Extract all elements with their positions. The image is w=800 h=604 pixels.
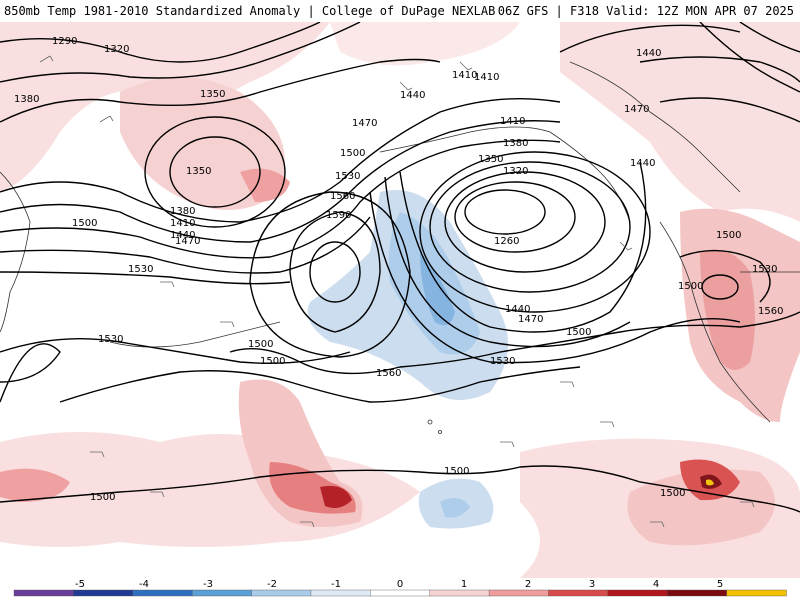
- colorbar-segment: [429, 589, 490, 597]
- contour-label: 1470: [518, 314, 543, 325]
- contour-label: 1440: [170, 230, 195, 241]
- source-name: College of DuPage NEXLAB: [321, 4, 496, 18]
- contour-label: 1440: [630, 158, 655, 169]
- contour-labels: 1290 1320 1380 1350 1410 1440 1470 1500 …: [14, 36, 783, 503]
- contour-label: 1500: [248, 339, 273, 350]
- contour-label: 1530: [752, 264, 777, 275]
- product-name: 850mb Temp 1981-2010 Standardized Anomal…: [4, 4, 301, 18]
- contour-label: 1440: [400, 90, 425, 101]
- colorbar-tick-label: 3: [589, 579, 595, 590]
- colorbar-svg: -5 -4 -3 -2 -1 0 1 2 3 4 5: [13, 579, 787, 597]
- contour-label: 1500: [566, 327, 591, 338]
- contour-label: 1410: [170, 218, 195, 229]
- contour-label: 1290: [52, 36, 77, 47]
- contour-label: 1320: [503, 166, 528, 177]
- colorbar-segment: [667, 589, 728, 597]
- anomaly-map: 1290 1320 1380 1350 1410 1440 1470 1500 …: [0, 22, 800, 578]
- contour-label: 1380: [14, 94, 39, 105]
- wind-barbs: [39, 55, 755, 528]
- height-contours: [0, 22, 800, 513]
- contour-label: 1560: [376, 368, 401, 379]
- contour-label: 1500: [90, 492, 115, 503]
- colorbar-tick-label: 0: [397, 579, 403, 590]
- colorbar-tick-label: -3: [203, 579, 213, 590]
- contour-label: 1350: [186, 166, 211, 177]
- contour-label: 1380: [170, 206, 195, 217]
- contour-label: 1410: [500, 116, 525, 127]
- colorbar-segment: [73, 589, 134, 597]
- contour-label: 1560: [330, 191, 355, 202]
- colorbar-segment: [191, 589, 253, 597]
- contour-label: 1440: [505, 304, 530, 315]
- model-run: 06Z GFS: [497, 4, 549, 18]
- colorbar-segment: [726, 589, 787, 597]
- contour-label: 1500: [660, 488, 685, 499]
- contour-label: 1500: [444, 466, 469, 477]
- colorbar-tick-label: -1: [331, 579, 341, 590]
- anomaly-fills: [0, 22, 800, 578]
- contour-label: 1470: [624, 104, 649, 115]
- contour-label: 1470: [352, 118, 377, 129]
- colorbar-tick-label: -4: [139, 579, 149, 590]
- contour-label: 1500: [716, 230, 741, 241]
- colorbar-ticks: -5 -4 -3 -2 -1 0 1 2 3 4 5: [75, 579, 723, 590]
- contour-label: 1530: [335, 171, 360, 182]
- colorbar-tick-label: -2: [267, 579, 277, 590]
- colorbar-tick-label: 1: [461, 579, 467, 590]
- colorbar-tick-label: 2: [525, 579, 531, 590]
- contour-label: 1500: [260, 356, 285, 367]
- colorbar-segment: [251, 589, 312, 597]
- contour-label: 1410: [452, 70, 477, 81]
- contour-label: 1410: [474, 72, 499, 83]
- contour-label: 1530: [98, 334, 123, 345]
- contour-label: 1500: [678, 281, 703, 292]
- colorbar-tick-label: -5: [75, 579, 85, 590]
- colorbar-segment: [13, 589, 75, 597]
- contour-label: 1530: [490, 356, 515, 367]
- contour-label: 1350: [478, 154, 503, 165]
- colorbar-segment: [607, 589, 668, 597]
- colorbar-segment: [310, 589, 372, 597]
- colorbar-segment: [488, 589, 550, 597]
- contour-label: 1440: [636, 48, 661, 59]
- contour-label: 1260: [494, 236, 519, 247]
- valid-time: Valid: 12Z MON APR 07 2025: [606, 4, 794, 18]
- contour-label: 1320: [104, 44, 129, 55]
- colorbar: -5 -4 -3 -2 -1 0 1 2 3 4 5: [0, 578, 800, 600]
- map-svg: 1290 1320 1380 1350 1410 1440 1470 1500 …: [0, 22, 800, 578]
- colorbar-segment: [548, 589, 609, 597]
- colorbar-segment: [370, 589, 431, 597]
- title-bar: 850mb Temp 1981-2010 Standardized Anomal…: [0, 0, 800, 22]
- run-info: 06Z GFS | F318 Valid: 12Z MON APR 07 202…: [497, 4, 794, 18]
- contour-label: 1530: [128, 264, 153, 275]
- colorbar-tick-label: 5: [717, 579, 723, 590]
- colorbar-tick-label: 4: [653, 579, 659, 590]
- contour-label: 1590: [326, 210, 351, 221]
- colorbar-ramp: [13, 589, 787, 597]
- colorbar-segment: [132, 589, 193, 597]
- contour-label: 1350: [200, 89, 225, 100]
- forecast-hour: F318: [570, 4, 599, 18]
- contour-label: 1470: [175, 236, 200, 247]
- contour-label: 1500: [340, 148, 365, 159]
- coastlines: [0, 61, 800, 434]
- contour-label: 1500: [72, 218, 97, 229]
- contour-label: 1380: [503, 138, 528, 149]
- map-title: 850mb Temp 1981-2010 Standardized Anomal…: [4, 4, 496, 18]
- contour-label: 1560: [758, 306, 783, 317]
